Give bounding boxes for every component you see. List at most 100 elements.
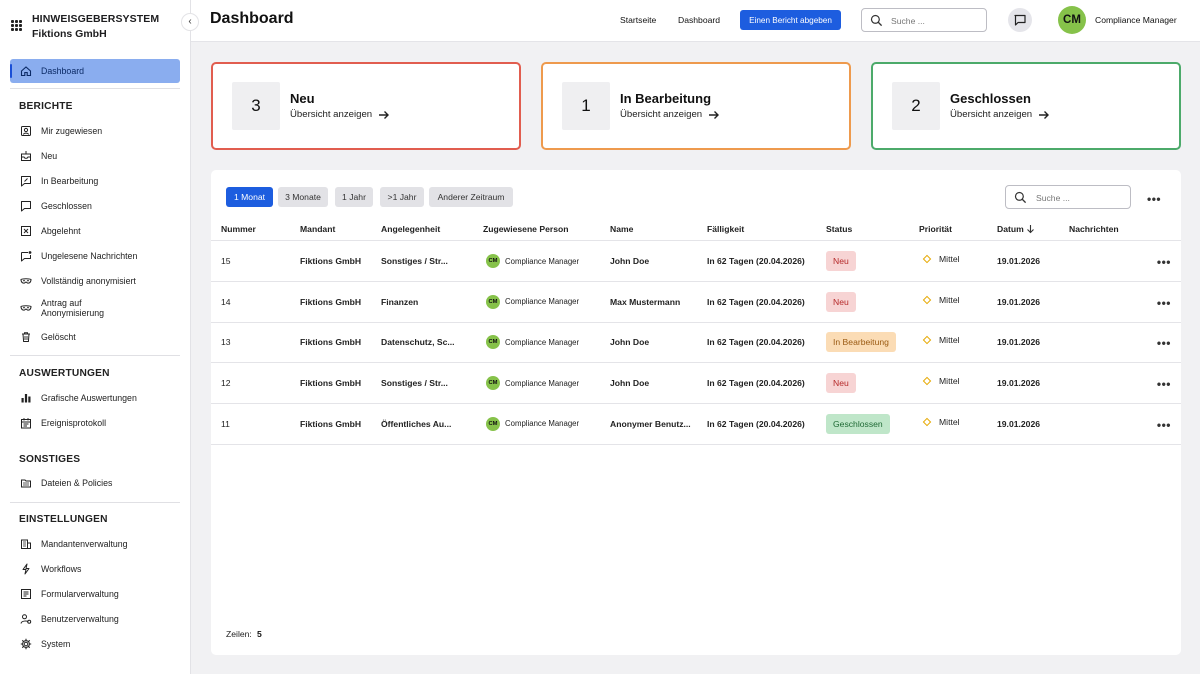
stat-card-neu[interactable]: 3 Neu Übersicht anzeigen	[211, 62, 521, 150]
filter-chip-2[interactable]: 1 Jahr	[335, 187, 373, 207]
table-row[interactable]: 11 Fiktions GmbH Öffentliches Au... CM Compl…	[211, 404, 1181, 445]
filter-chip-1[interactable]: 3 Monate	[278, 187, 328, 207]
sidebar-item-system[interactable]: System	[10, 632, 180, 656]
collapse-sidebar-button[interactable]: ‹	[181, 13, 199, 31]
column-header-name[interactable]: Name	[610, 224, 633, 234]
sidebar-item-label: In Bearbeitung	[41, 176, 98, 186]
column-header-status[interactable]: Status	[826, 224, 852, 234]
nav-link-startseite[interactable]: Startseite	[620, 15, 656, 25]
messages-button[interactable]	[1008, 8, 1032, 32]
top-header: Dashboard Startseite Dashboard Einen Ber…	[191, 0, 1200, 42]
priority-label: Mittel	[939, 376, 960, 386]
sidebar-item-grafische-auswertungen[interactable]: Grafische Auswertungen	[10, 386, 180, 410]
sidebar-item-label: System	[41, 639, 70, 649]
cell-prioritaet: Mittel	[920, 295, 960, 305]
sidebar-item-label: Ereignisprotokoll	[41, 418, 106, 428]
sidebar-item-mandantenverwaltung[interactable]: Mandantenverwaltung	[10, 532, 180, 556]
column-header-zugewiesene-person[interactable]: Zugewiesene Person	[483, 224, 569, 234]
building-icon	[20, 538, 32, 550]
cell-mandant: Fiktions GmbH	[300, 256, 361, 266]
section-sonstiges: SONSTIGES	[19, 454, 80, 465]
sidebar-item-ungelesene-nachrichten[interactable]: Ungelesene Nachrichten	[10, 244, 180, 268]
assignee-avatar: CM	[486, 295, 500, 309]
row-more-options-icon[interactable]: •••	[1157, 258, 1171, 266]
cell-prioritaet: Mittel	[920, 376, 960, 386]
table-row[interactable]: 12 Fiktions GmbH Sonstiges / Str... CM Compl…	[211, 363, 1181, 404]
table-row[interactable]: 14 Fiktions GmbH Finanzen CM Compliance Mana…	[211, 282, 1181, 323]
priority-diamond-icon	[923, 377, 931, 385]
cell-name: John Doe	[610, 337, 649, 347]
stat-card-in-bearbeitung[interactable]: 1 In Bearbeitung Übersicht anzeigen	[541, 62, 851, 150]
table-row[interactable]: 15 Fiktions GmbH Sonstiges / Str... CM Compl…	[211, 241, 1181, 282]
column-header-mandant[interactable]: Mandant	[300, 224, 335, 234]
stat-overview-text: Übersicht anzeigen	[620, 109, 702, 120]
filter-chip-3[interactable]: >1 Jahr	[380, 187, 424, 207]
cell-datum: 19.01.2026	[997, 337, 1040, 347]
stat-overview-link[interactable]: Übersicht anzeigen	[620, 109, 720, 120]
stat-card-geschlossen[interactable]: 2 Geschlossen Übersicht anzeigen	[871, 62, 1181, 150]
sidebar-item-label: Benutzerverwaltung	[41, 614, 119, 624]
priority-label: Mittel	[939, 417, 960, 427]
filter-chip-0[interactable]: 1 Monat	[226, 187, 273, 207]
sidebar-item-mir-zugewiesen[interactable]: Mir zugewiesen	[10, 119, 180, 143]
cell-prioritaet: Mittel	[920, 417, 960, 427]
workflow-icon	[20, 563, 32, 575]
page-title: Dashboard	[210, 10, 294, 28]
stat-count: 2	[892, 82, 940, 130]
sidebar-item-antrag-auf-anonymisierung[interactable]: Antrag auf Anonymisierung	[10, 294, 180, 322]
sidebar-item-label: Ungelesene Nachrichten	[41, 251, 137, 261]
sidebar-item-benutzerverwaltung[interactable]: Benutzerverwaltung	[10, 607, 180, 631]
sidebar-item-vollständig-anonymisiert[interactable]: Vollständig anonymisiert	[10, 269, 180, 293]
column-header-nummer[interactable]: Nummer	[221, 224, 256, 234]
column-header-priorität[interactable]: Priorität	[919, 224, 952, 234]
sidebar-item-workflows[interactable]: Workflows	[10, 557, 180, 581]
rows-count-value: 5	[257, 629, 262, 639]
cell-datum: 19.01.2026	[997, 419, 1040, 429]
column-header-datum[interactable]: Datum	[997, 224, 1024, 234]
status-badge: In Bearbeitung	[826, 332, 896, 352]
status-badge: Geschlossen	[826, 414, 890, 434]
sidebar-item-formularverwaltung[interactable]: Formularverwaltung	[10, 582, 180, 606]
sidebar: HINWEISGEBERSYSTEM Fiktions GmbH Dashboa…	[0, 0, 191, 674]
user-name[interactable]: Compliance Manager	[1095, 15, 1177, 25]
column-header-fälligkeit[interactable]: Fälligkeit	[707, 224, 744, 234]
row-more-options-icon[interactable]: •••	[1157, 421, 1171, 429]
sidebar-item-geschlossen[interactable]: Geschlossen	[10, 194, 180, 218]
cell-assignee: CM Compliance Manager	[486, 417, 579, 431]
table-row[interactable]: 13 Fiktions GmbH Datenschutz, Sc... CM Compl…	[211, 322, 1181, 363]
submit-report-button[interactable]: Einen Bericht abgeben	[740, 10, 841, 30]
mask-icon	[20, 275, 32, 287]
column-header-nachrichten[interactable]: Nachrichten	[1069, 224, 1119, 234]
sidebar-item-ereignisprotokoll[interactable]: Ereignisprotokoll	[10, 411, 180, 435]
row-more-options-icon[interactable]: •••	[1157, 299, 1171, 307]
sidebar-item-neu[interactable]: Neu	[10, 144, 180, 168]
sidebar-item-dashboard[interactable]: Dashboard	[10, 59, 180, 83]
cell-faelligkeit: In 62 Tagen (20.04.2026)	[707, 378, 805, 388]
table-more-options-icon[interactable]: •••	[1147, 195, 1161, 203]
stat-count: 3	[232, 82, 280, 130]
nav-link-dashboard[interactable]: Dashboard	[678, 15, 720, 25]
sidebar-item-gelöscht[interactable]: Gelöscht	[10, 325, 180, 349]
chat-closed-icon	[20, 200, 32, 212]
sidebar-item-in-bearbeitung[interactable]: In Bearbeitung	[10, 169, 180, 193]
sidebar-item-label: Neu	[41, 151, 57, 161]
header-search-input[interactable]: Suche ...	[861, 8, 987, 32]
stat-overview-link[interactable]: Übersicht anzeigen	[290, 109, 390, 120]
stat-overview-link[interactable]: Übersicht anzeigen	[950, 109, 1050, 120]
row-more-options-icon[interactable]: •••	[1157, 339, 1171, 347]
section-einstellungen: EINSTELLUNGEN	[19, 514, 108, 525]
avatar[interactable]: CM	[1058, 6, 1086, 34]
table-search-input[interactable]: Suche ...	[1005, 185, 1131, 209]
sidebar-item-abgelehnt[interactable]: Abgelehnt	[10, 219, 180, 243]
inbox-new-icon	[20, 150, 32, 162]
sidebar-item-dateien-policies[interactable]: Dateien & Policies	[10, 471, 180, 495]
row-more-options-icon[interactable]: •••	[1157, 380, 1171, 388]
column-header-angelegenheit[interactable]: Angelegenheit	[381, 224, 440, 234]
sort-down-icon[interactable]	[1026, 224, 1035, 234]
apps-grid-icon[interactable]	[11, 20, 22, 31]
priority-diamond-icon	[923, 418, 931, 426]
cell-nummer: 15	[221, 256, 231, 266]
filter-chip-4[interactable]: Anderer Zeitraum	[429, 187, 513, 207]
sidebar-item-label: Dateien & Policies	[41, 478, 112, 488]
cell-datum: 19.01.2026	[997, 378, 1040, 388]
